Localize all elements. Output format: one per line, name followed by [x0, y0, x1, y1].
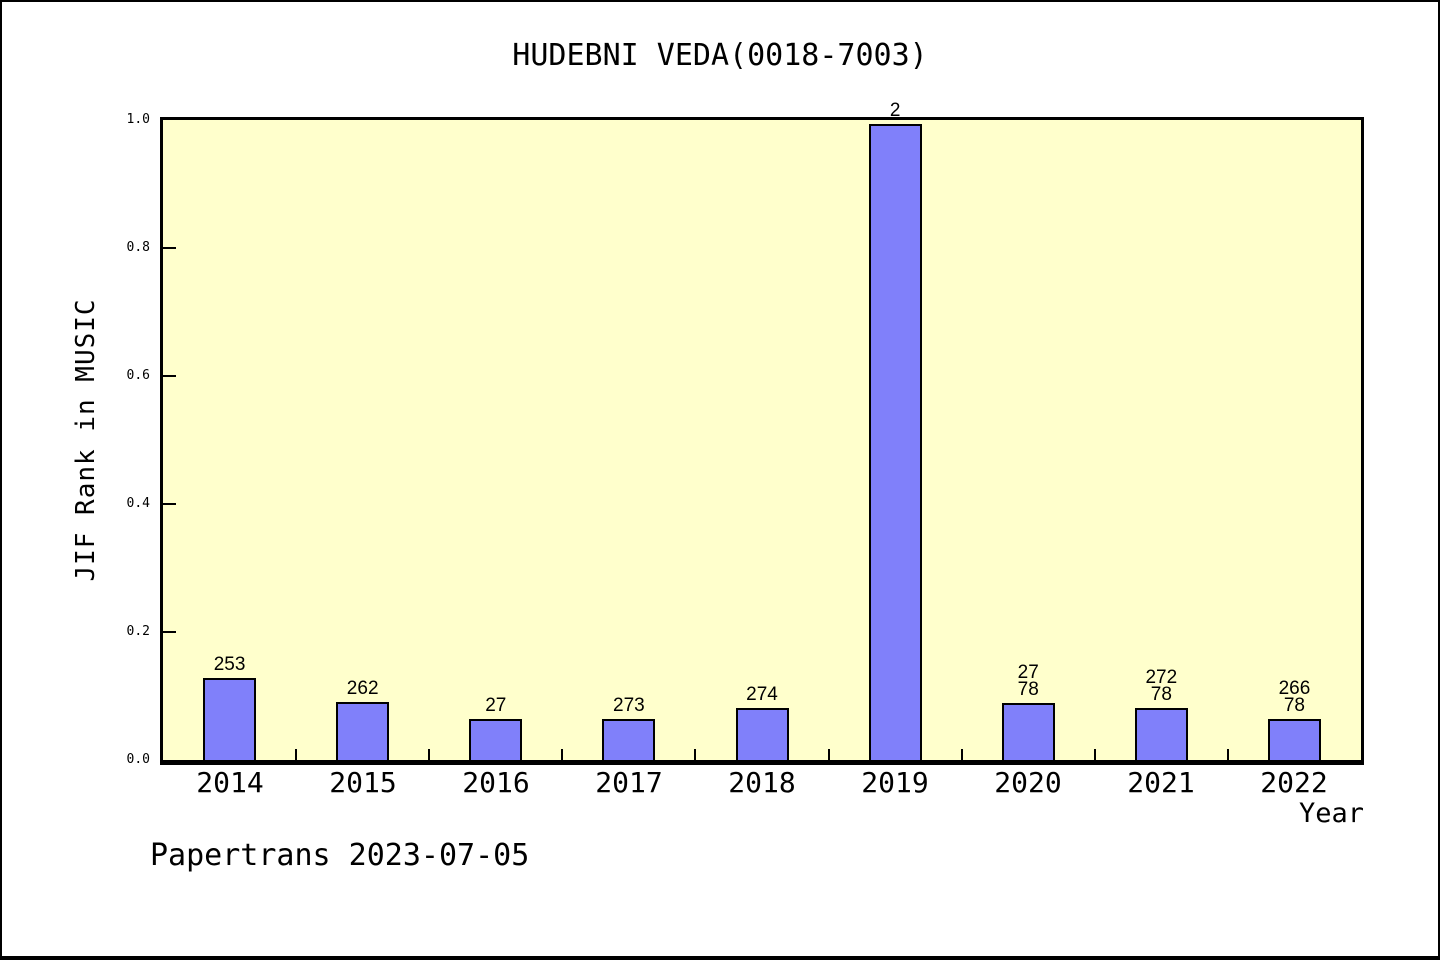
bar-value-line: 273 [613, 695, 645, 716]
y-axis-tick [163, 247, 176, 249]
plot-inner: 253 262 27 273 274 2 27 78 272 78 266 78 [163, 101, 1361, 760]
bar-value-line: 272 [1145, 667, 1178, 688]
bar-value-label-2015: 262 [346, 678, 379, 699]
bar-value-label-2018: 274 [746, 684, 778, 705]
bar-value-line: 78 [1017, 679, 1039, 700]
x-tick-label-2016: 2016 [462, 766, 530, 799]
y-tick-label-0.4: 0.4 [126, 496, 150, 511]
y-tick-label-1.0: 1.0 [126, 112, 150, 127]
x-axis-tick [961, 749, 963, 760]
bar-value-label-2014: 253 [213, 654, 246, 675]
bar-2015 [336, 702, 389, 760]
x-axis-tick [1094, 749, 1096, 760]
bar-value-label-2022: 266 78 [1278, 678, 1311, 716]
x-tick-label-2022: 2022 [1260, 766, 1328, 799]
y-tick-label-0.6: 0.6 [126, 368, 150, 383]
x-tick-label-2021: 2021 [1127, 766, 1195, 799]
x-tick-label-2019: 2019 [861, 766, 929, 799]
y-tick-label-0.2: 0.2 [126, 624, 150, 639]
y-axis-tick [163, 631, 176, 633]
x-axis-tick [828, 749, 830, 760]
y-tick-label-0.8: 0.8 [126, 240, 150, 255]
bar-value-label-2019: 2 [889, 100, 901, 121]
x-axis-tick [694, 749, 696, 760]
bar-value-line: 262 [346, 678, 379, 699]
bar-2020 [1002, 703, 1055, 760]
bar-2021 [1135, 708, 1188, 760]
x-axis-tick [295, 749, 297, 760]
y-axis-title: JIF Rank in MUSIC [71, 298, 101, 582]
chart-title: HUDEBNI VEDA(0018-7003) [512, 38, 928, 73]
bar-value-line: 78 [1283, 695, 1306, 716]
x-axis-tick [561, 749, 563, 760]
x-axis-tick [428, 749, 430, 760]
bar-value-line: 274 [746, 684, 778, 705]
plot-area: 253 262 27 273 274 2 27 78 272 78 266 78 [160, 101, 1364, 765]
bar-2019 [869, 124, 922, 760]
bar-value-line: 27 [485, 695, 507, 716]
bar-2018 [736, 708, 789, 760]
bar-value-line: 27 [1017, 662, 1039, 683]
bar-value-label-2021: 272 78 [1145, 667, 1178, 705]
bar-value-line: 78 [1150, 684, 1172, 705]
bar-value-label-2020: 27 78 [1017, 662, 1039, 700]
y-axis-tick [163, 375, 176, 377]
x-tick-label-2015: 2015 [329, 766, 397, 799]
bar-2022 [1268, 719, 1321, 760]
y-axis-tick [163, 503, 176, 505]
x-tick-label-2020: 2020 [994, 766, 1062, 799]
bar-2017 [602, 719, 655, 760]
bar-value-line: 266 [1278, 678, 1311, 699]
bar-value-label-2016: 27 [485, 695, 507, 716]
bar-2016 [469, 719, 522, 760]
x-tick-label-2017: 2017 [595, 766, 663, 799]
bar-2014 [203, 678, 256, 760]
y-tick-label-0.0: 0.0 [126, 752, 150, 767]
x-tick-label-2014: 2014 [196, 766, 264, 799]
bar-value-line: 253 [213, 654, 246, 675]
x-axis-title: Year [1299, 798, 1365, 829]
x-tick-label-2018: 2018 [728, 766, 796, 799]
footer-note: Papertrans 2023-07-05 [150, 838, 530, 873]
bar-value-label-2017: 273 [613, 695, 645, 716]
bar-value-line: 2 [889, 100, 901, 121]
x-axis-tick [1227, 749, 1229, 760]
